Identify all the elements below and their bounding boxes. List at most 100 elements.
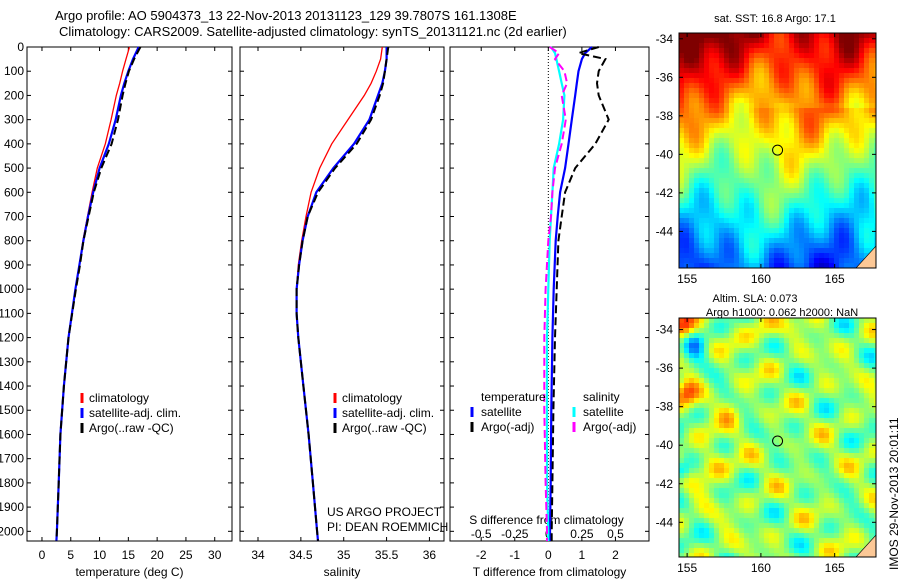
map-cell — [829, 173, 834, 178]
map-cell — [864, 228, 869, 233]
map-cell — [734, 128, 739, 133]
map-cell — [704, 118, 709, 123]
map-cell — [744, 108, 749, 113]
map-cell — [699, 358, 704, 363]
map-cell — [784, 153, 789, 158]
map-cell — [774, 123, 779, 128]
map-cell — [854, 113, 859, 118]
map-cell — [699, 88, 704, 93]
map-cell — [809, 403, 814, 408]
map-cell — [724, 223, 729, 228]
map-cell — [829, 353, 834, 358]
map-cell — [859, 393, 864, 398]
map-cell — [679, 373, 684, 378]
map-cell — [774, 378, 779, 383]
map-cell — [839, 88, 844, 93]
map-cell — [739, 333, 744, 338]
map-cell — [724, 58, 729, 63]
map-cell — [694, 33, 699, 38]
map-cell — [679, 333, 684, 338]
map-cell — [869, 468, 874, 473]
map-cell — [684, 328, 689, 333]
map-cell — [789, 243, 794, 248]
map-cell — [869, 218, 874, 223]
map-cell — [824, 208, 829, 213]
map-cell — [679, 133, 684, 138]
map-cell — [859, 133, 864, 138]
map-cell — [804, 203, 809, 208]
map-cell — [789, 58, 794, 63]
map-cell — [814, 413, 819, 418]
map-cell — [859, 173, 864, 178]
map-cell — [874, 458, 876, 463]
map-cell — [749, 233, 754, 238]
map-cell — [824, 438, 829, 443]
map-cell — [789, 388, 794, 393]
map-cell — [814, 528, 819, 533]
map-cell — [694, 208, 699, 213]
map-cell — [694, 263, 699, 268]
map-cell — [799, 388, 804, 393]
map-cell — [864, 493, 869, 498]
map-cell — [744, 48, 749, 53]
map-cell — [869, 203, 874, 208]
map-cell — [784, 53, 789, 58]
map-cell — [784, 393, 789, 398]
map-cell — [789, 378, 794, 383]
map-cell — [729, 373, 734, 378]
map-cell — [764, 518, 769, 523]
map-cell — [729, 503, 734, 508]
map-cell — [789, 168, 794, 173]
map-cell — [724, 428, 729, 433]
map-cell — [709, 33, 714, 38]
map-cell — [874, 473, 876, 478]
map-cell — [754, 443, 759, 448]
map-cell — [679, 148, 684, 153]
map-cell — [679, 338, 684, 343]
map-cell — [704, 353, 709, 358]
map-cell — [689, 38, 694, 43]
map-cell — [719, 223, 724, 228]
map-cell — [799, 323, 804, 328]
map-cell — [809, 113, 814, 118]
map-cell — [729, 103, 734, 108]
map-cell — [714, 478, 719, 483]
map-cell — [834, 178, 839, 183]
map-cell — [679, 393, 684, 398]
map-cell — [784, 458, 789, 463]
map-cell — [854, 198, 859, 203]
map-cell — [734, 443, 739, 448]
map-cell — [729, 543, 734, 548]
map-cell — [804, 188, 809, 193]
map-cell — [729, 498, 734, 503]
map-cell — [824, 538, 829, 543]
map-cell — [694, 468, 699, 473]
map-cell — [704, 108, 709, 113]
map-cell — [754, 408, 759, 413]
map-cell — [749, 433, 754, 438]
map-cell — [804, 223, 809, 228]
map-cell — [854, 433, 859, 438]
map-cell — [834, 168, 839, 173]
map-cell — [719, 138, 724, 143]
map-cell — [799, 318, 804, 323]
y-tick-label: 400 — [4, 137, 24, 151]
map-cell — [824, 553, 829, 557]
map-cell — [854, 183, 859, 188]
map-cell — [769, 148, 774, 153]
map-cell — [749, 238, 754, 243]
map-cell — [744, 33, 749, 38]
map-cell — [689, 548, 694, 553]
map-cell — [794, 183, 799, 188]
map-cell — [694, 358, 699, 363]
map-cell — [789, 473, 794, 478]
map-cell — [689, 113, 694, 118]
map-cell — [839, 513, 844, 518]
map-cell — [729, 78, 734, 83]
map-cell — [779, 318, 784, 323]
map-cell — [699, 78, 704, 83]
map-cell — [859, 358, 864, 363]
map-cell — [844, 413, 849, 418]
map-cell — [729, 253, 734, 258]
map-cell — [679, 343, 684, 348]
